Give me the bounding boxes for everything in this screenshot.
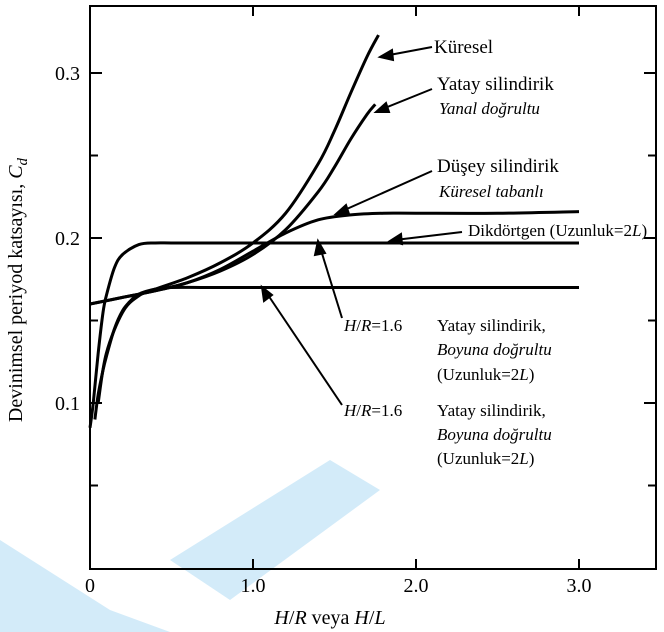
label-yatay-silindirik-2: Yatay silindirik, <box>437 401 546 420</box>
label-dusey-silindirik: Düşey silindirik <box>437 156 559 177</box>
label-yatay-silindirik-1: Yatay silindirik, <box>437 316 546 335</box>
label-boyuna-dogrultu-2: Boyuna doğrultu <box>437 425 552 444</box>
label-hr-1: H/R=1.6 <box>343 316 402 335</box>
x-tick-label-0: 0 <box>85 575 95 597</box>
y-tick-label-0.1: 0.1 <box>55 393 80 415</box>
plot-frame <box>89 5 657 570</box>
label-yanal-dogrultu: Yanal doğrultu <box>439 99 540 118</box>
label-uzunluk-2: (Uzunluk=2L) <box>437 449 534 468</box>
curve-yatay_boyuna <box>93 285 579 420</box>
x-tick-label-2: 2.0 <box>404 575 429 597</box>
x-tick-label-3: 3.0 <box>567 575 592 597</box>
curves <box>88 34 580 428</box>
curve-kuresel <box>96 34 380 404</box>
arrow-yatay-yanal <box>379 88 433 111</box>
curve-dikdortgen <box>88 241 579 428</box>
x-tick-label-1: 1.0 <box>241 575 266 597</box>
arrowhead-dusey <box>333 203 351 215</box>
y-tick-label-0.2: 0.2 <box>55 228 80 250</box>
arrow-hr2 <box>265 291 343 406</box>
arrow-dusey <box>339 170 433 213</box>
y-tick-label-0.3: 0.3 <box>55 63 80 85</box>
label-kuresel: Küresel <box>434 37 493 58</box>
y-axis-title: Devinimsel periyod katsayısı, Cd <box>5 157 31 422</box>
label-dikdortgen: Dikdörtgen (Uzunluk=2L) <box>468 221 647 240</box>
label-yatay-silindirik: Yatay silindirik <box>437 74 554 95</box>
label-hr-2: H/R=1.6 <box>343 401 402 420</box>
watermark <box>0 460 380 632</box>
curve-dusey_kuresel <box>89 210 580 306</box>
annotation-arrows <box>260 46 463 406</box>
label-kuresel-tabanli: Küresel tabanlı <box>438 182 544 201</box>
arrowhead-yatay-yanal <box>373 101 391 113</box>
arrow-dikdortgen <box>394 231 463 241</box>
arrow-hr1 <box>319 246 343 319</box>
arrowhead-dikdortgen <box>387 232 404 246</box>
x-axis-title: H/R veya H/L <box>273 607 385 629</box>
label-uzunluk-1: (Uzunluk=2L) <box>437 365 534 384</box>
arrowhead-hr2 <box>260 284 274 303</box>
arrowhead-hr1 <box>313 238 327 257</box>
label-boyuna-dogrultu-1: Boyuna doğrultu <box>437 340 552 359</box>
arrowhead-kuresel <box>377 48 395 62</box>
